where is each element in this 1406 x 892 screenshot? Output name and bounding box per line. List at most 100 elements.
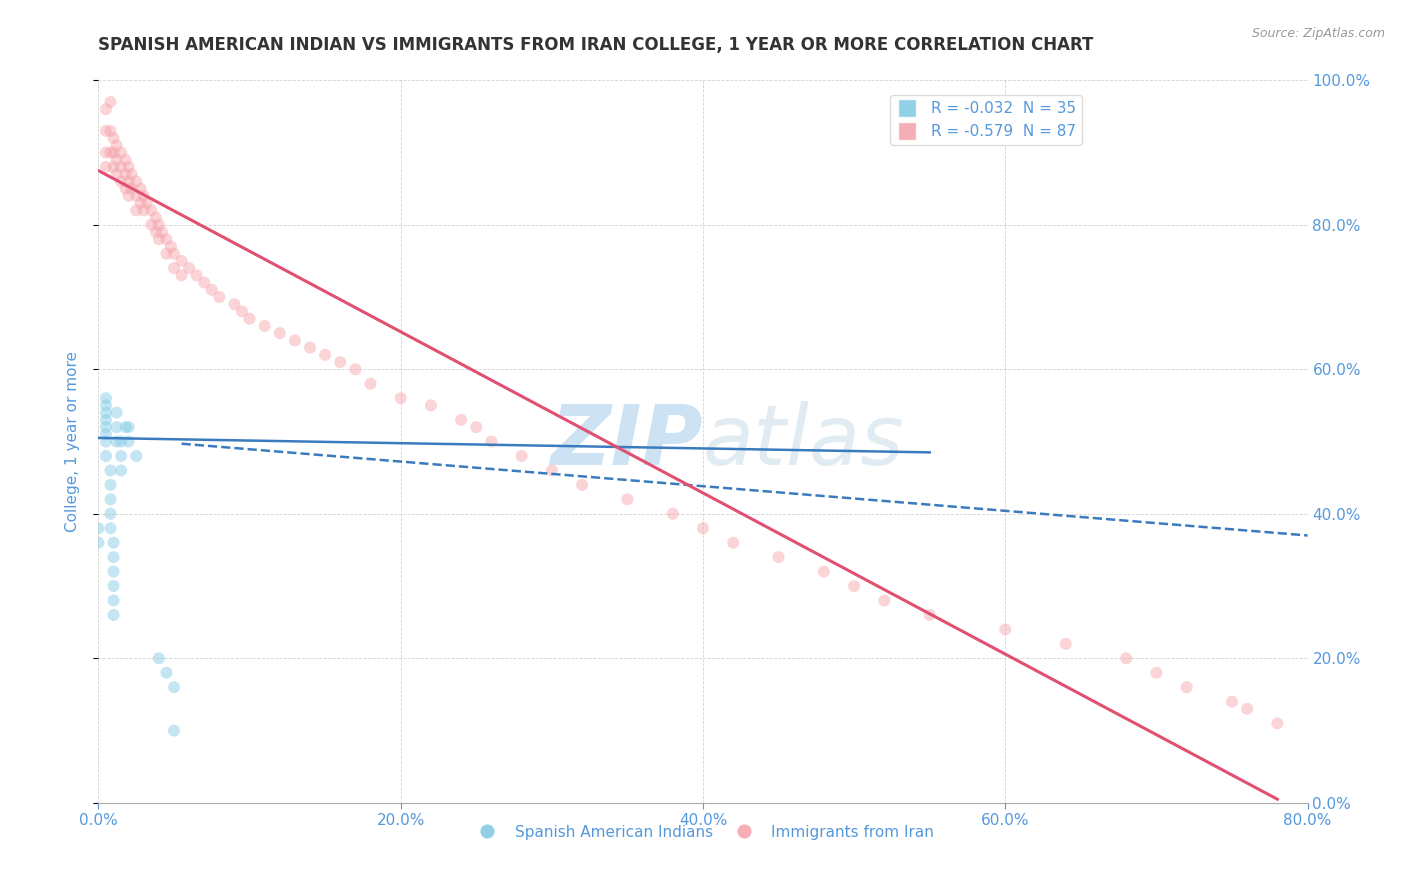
Point — [125, 189, 148, 203]
Point — [1267, 716, 1289, 731]
Point — [163, 723, 186, 738]
Point — [661, 507, 683, 521]
Point — [94, 413, 117, 427]
Point — [155, 246, 177, 260]
Point — [160, 239, 183, 253]
Point — [94, 420, 117, 434]
Point — [141, 218, 163, 232]
Point — [132, 203, 155, 218]
Point — [844, 579, 866, 593]
Point — [141, 203, 163, 218]
Point — [873, 593, 896, 607]
Point — [94, 145, 117, 160]
Point — [105, 434, 128, 449]
Point — [110, 463, 132, 477]
Point — [193, 276, 215, 290]
Point — [994, 623, 1017, 637]
Point — [179, 261, 201, 276]
Point — [105, 153, 128, 167]
Point — [103, 607, 125, 622]
Point — [1175, 680, 1198, 694]
Point — [94, 449, 117, 463]
Point — [100, 478, 122, 492]
Point — [723, 535, 745, 549]
Point — [163, 680, 186, 694]
Point — [616, 492, 638, 507]
Y-axis label: College, 1 year or more: College, 1 year or more — [65, 351, 80, 532]
Point — [118, 174, 141, 188]
Point — [148, 651, 170, 665]
Point — [481, 434, 503, 449]
Point — [118, 189, 141, 203]
Point — [170, 253, 193, 268]
Point — [114, 420, 136, 434]
Point — [105, 420, 128, 434]
Point — [103, 579, 125, 593]
Point — [94, 160, 117, 174]
Point — [239, 311, 262, 326]
Point — [768, 550, 790, 565]
Point — [105, 167, 128, 181]
Point — [299, 341, 322, 355]
Point — [118, 420, 141, 434]
Point — [103, 565, 125, 579]
Point — [420, 398, 443, 412]
Point — [1236, 702, 1258, 716]
Point — [125, 203, 148, 218]
Point — [100, 492, 122, 507]
Point — [121, 182, 143, 196]
Point — [540, 463, 562, 477]
Point — [114, 182, 136, 196]
Point — [118, 434, 141, 449]
Point — [100, 521, 122, 535]
Point — [110, 145, 132, 160]
Point — [103, 131, 125, 145]
Point — [94, 427, 117, 442]
Point — [121, 167, 143, 181]
Point — [918, 607, 941, 622]
Text: SPANISH AMERICAN INDIAN VS IMMIGRANTS FROM IRAN COLLEGE, 1 YEAR OR MORE CORRELAT: SPANISH AMERICAN INDIAN VS IMMIGRANTS FR… — [98, 36, 1094, 54]
Point — [148, 232, 170, 246]
Point — [100, 507, 122, 521]
Point — [692, 521, 714, 535]
Point — [170, 268, 193, 283]
Point — [110, 160, 132, 174]
Point — [571, 478, 593, 492]
Point — [103, 145, 125, 160]
Point — [1115, 651, 1137, 665]
Point — [87, 521, 110, 535]
Point — [510, 449, 533, 463]
Point — [360, 376, 382, 391]
Point — [103, 160, 125, 174]
Point — [155, 232, 177, 246]
Point — [114, 153, 136, 167]
Point — [155, 665, 177, 680]
Point — [100, 463, 122, 477]
Point — [118, 160, 141, 174]
Point — [163, 261, 186, 276]
Point — [103, 593, 125, 607]
Point — [231, 304, 253, 318]
Point — [129, 182, 152, 196]
Point — [100, 124, 122, 138]
Point — [94, 124, 117, 138]
Point — [103, 550, 125, 565]
Point — [132, 189, 155, 203]
Point — [1144, 665, 1167, 680]
Point — [450, 413, 472, 427]
Point — [208, 290, 231, 304]
Point — [103, 535, 125, 549]
Point — [1054, 637, 1077, 651]
Point — [186, 268, 208, 283]
Point — [344, 362, 367, 376]
Point — [813, 565, 835, 579]
Point — [105, 138, 128, 153]
Point — [329, 355, 352, 369]
Point — [94, 391, 117, 405]
Point — [465, 420, 488, 434]
Point — [105, 406, 128, 420]
Point — [314, 348, 336, 362]
Point — [125, 174, 148, 188]
Point — [135, 196, 157, 211]
Point — [87, 535, 110, 549]
